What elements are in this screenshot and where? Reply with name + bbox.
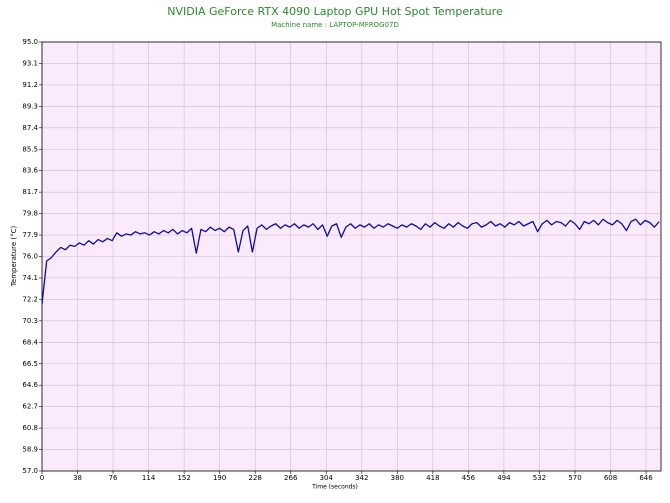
y-tick-label: 83.6 — [22, 167, 38, 175]
x-tick-label: 570 — [568, 474, 581, 482]
y-tick-label: 85.5 — [22, 145, 38, 153]
y-tick-label: 87.4 — [22, 124, 38, 132]
chart-subtitle: Machine name : LAPTOP-MFROG07D — [271, 21, 399, 29]
y-tick-label: 81.7 — [22, 188, 38, 196]
y-tick-label: 95.0 — [22, 38, 38, 46]
y-tick-label: 66.5 — [22, 360, 38, 368]
y-tick-label: 68.4 — [22, 338, 38, 346]
y-tick-label: 58.9 — [22, 446, 38, 454]
y-tick-label: 72.2 — [22, 295, 38, 303]
chart-title: NVIDIA GeForce RTX 4090 Laptop GPU Hot S… — [167, 5, 503, 18]
y-tick-label: 74.1 — [22, 274, 38, 282]
y-tick-label: 70.3 — [22, 317, 38, 325]
y-tick-label: 60.8 — [22, 424, 38, 432]
x-tick-label: 38 — [73, 474, 82, 482]
y-axis-label: Temperature (°C) — [10, 226, 18, 288]
x-tick-label: 494 — [497, 474, 511, 482]
x-tick-label: 190 — [213, 474, 226, 482]
x-tick-label: 228 — [249, 474, 262, 482]
x-tick-label: 152 — [177, 474, 190, 482]
x-tick-label: 456 — [462, 474, 476, 482]
y-tick-label: 76.0 — [22, 253, 38, 261]
x-tick-label: 76 — [109, 474, 118, 482]
x-tick-label: 608 — [604, 474, 617, 482]
x-tick-label: 304 — [320, 474, 334, 482]
y-tick-label: 93.1 — [22, 59, 38, 67]
plot-border — [41, 41, 662, 472]
y-tick-label: 79.8 — [22, 210, 38, 218]
y-tick-label: 77.9 — [22, 231, 38, 239]
data-line — [41, 218, 660, 304]
x-tick-label: 418 — [426, 474, 439, 482]
x-tick-label: 532 — [533, 474, 546, 482]
y-tick-label: 62.7 — [22, 403, 38, 411]
y-tick-label: 64.6 — [22, 381, 38, 389]
x-tick-label: 342 — [355, 474, 368, 482]
y-tick-label: 89.3 — [22, 102, 38, 110]
x-axis-label: Time (seconds) — [311, 484, 358, 491]
x-tick-label: 114 — [142, 474, 156, 482]
x-tick-label: 266 — [284, 474, 298, 482]
x-tick-label: 380 — [391, 474, 404, 482]
y-tick-label: 91.2 — [22, 81, 38, 89]
y-tick-label: 57.0 — [22, 467, 38, 475]
x-tick-label: 646 — [639, 474, 653, 482]
x-tick-label: 0 — [40, 474, 44, 482]
